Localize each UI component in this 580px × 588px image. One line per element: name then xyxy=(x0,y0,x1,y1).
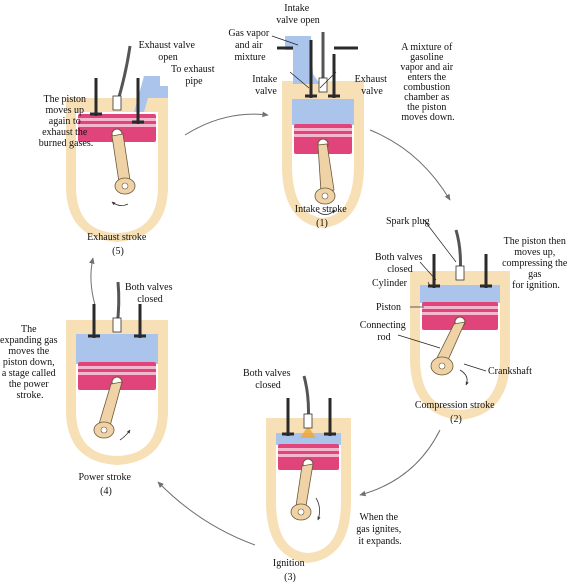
crankshaft-icon xyxy=(93,421,115,439)
exhaust-stroke-title: Exhaust stroke (5) xyxy=(87,232,149,257)
cycle-arrow-icon xyxy=(359,429,441,497)
crankshaft-icon xyxy=(290,503,312,521)
engine-power xyxy=(66,281,168,465)
crankshaft-icon xyxy=(314,187,336,205)
ignition-valves-label: Both valves closed xyxy=(243,368,293,391)
intake-valve-open-label: Intake valve open xyxy=(276,3,320,26)
exhaust-valve-open-label: Exhaust valve open xyxy=(139,40,198,63)
cylinder-wall xyxy=(266,418,351,563)
rotation-arrow-icon xyxy=(119,429,131,441)
compression-description: The piston then moves up, compressing th… xyxy=(502,236,570,291)
connecting-rod xyxy=(295,463,314,507)
exhaust-valve-label: Exhaust valve xyxy=(355,74,390,97)
compression-stroke-title: Compression stroke (2) xyxy=(415,400,497,425)
cycle-arrow-icon xyxy=(369,129,451,201)
cycle-arrow-icon xyxy=(157,481,256,546)
connecting-rod-label: Connecting rod xyxy=(360,320,409,343)
engine-intake xyxy=(277,32,364,228)
connecting-rod xyxy=(317,143,335,193)
valve-icon xyxy=(282,398,336,436)
piston-label: Piston xyxy=(376,302,401,313)
cycle-arrow-icon xyxy=(184,111,269,136)
crankshaft-label: Crankshaft xyxy=(488,366,532,377)
power-valves-label: Both valves closed xyxy=(125,282,175,305)
intake-port xyxy=(285,36,320,84)
leader-lines xyxy=(271,35,487,372)
power-stroke-title: Power stroke (4) xyxy=(79,472,134,497)
spark-flash xyxy=(300,426,316,438)
cylinder-label: Cylinder xyxy=(372,278,408,289)
gas-mixture-label: Gas vapor and air mixture xyxy=(228,28,271,63)
rotation-arrow-icon xyxy=(111,201,129,206)
crankshaft-icon xyxy=(114,177,136,195)
exhaust-pipe-label: To exhaust pipe xyxy=(171,64,217,87)
intake-valve-label: Intake valve xyxy=(252,74,280,97)
rotation-arrow-icon xyxy=(315,497,321,521)
engine-exhaust xyxy=(66,45,168,242)
crankshaft-icon xyxy=(430,356,454,376)
engine-ignition xyxy=(266,375,351,563)
compression-valves-label: Both valves closed xyxy=(375,252,425,275)
power-description: The expanding gas moves the piston down,… xyxy=(0,324,60,401)
valve-icon xyxy=(88,304,146,338)
intake-stroke-title: Intake stroke (1) xyxy=(295,204,349,229)
valve-icon xyxy=(90,78,144,124)
cylinder-wall xyxy=(282,81,364,228)
cycle-arrow-icon xyxy=(89,257,96,306)
rotation-arrow-icon xyxy=(317,209,336,215)
rotation-arrow-icon xyxy=(459,369,469,386)
ignition-title: Ignition (3) xyxy=(273,558,307,583)
ignition-description: When the gas ignites, it expands. xyxy=(356,512,404,547)
valve-icon xyxy=(305,40,340,98)
cycle-arrows xyxy=(89,111,451,546)
engine-compression xyxy=(410,229,510,420)
spark-plug-icon xyxy=(115,45,132,105)
intake-description: A mixture of gasoline vapor and air ente… xyxy=(400,42,455,123)
exhaust-description: The piston moves up again to exhaust the… xyxy=(39,94,93,149)
exhaust-port xyxy=(134,76,168,112)
spark-plug-label: Spark plug xyxy=(386,216,430,227)
